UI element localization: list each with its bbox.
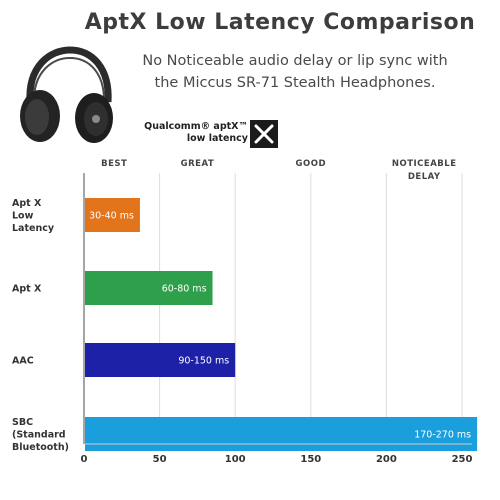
aptx-logo-line-1: Qualcomm® aptX™ bbox=[144, 121, 248, 132]
bar-label: 170-270 ms bbox=[414, 430, 471, 441]
zone-label: NOTICEABLE bbox=[392, 159, 457, 169]
headphones-icon bbox=[10, 44, 118, 148]
category-label: Apt X bbox=[12, 284, 42, 295]
bar-label: 30-40 ms bbox=[89, 211, 134, 222]
latency-chart: BEST GREAT GOOD NOTICEABLE DELAY 30-40 ms Apt … bbox=[12, 159, 478, 465]
x-tick-label: 250 bbox=[452, 454, 473, 465]
category-label: Low bbox=[12, 211, 34, 222]
category-label: (Standard bbox=[12, 430, 66, 441]
aptx-x-icon bbox=[250, 120, 278, 148]
subtitle-line-2: the Miccus SR-71 Stealth Headphones. bbox=[154, 75, 436, 91]
aptx-logo-line-2: low latency bbox=[186, 133, 248, 144]
x-tick-label: 100 bbox=[225, 454, 246, 465]
bar-label: 90-150 ms bbox=[178, 356, 229, 367]
zone-label: DELAY bbox=[408, 172, 441, 182]
bar bbox=[85, 343, 236, 377]
subtitle: No Noticeable audio delay or lip sync wi… bbox=[110, 50, 480, 94]
bar-label: 60-80 ms bbox=[162, 284, 207, 295]
page-title: AptX Low Latency Comparison bbox=[84, 10, 476, 35]
zone-label: GREAT bbox=[181, 159, 215, 169]
zone-label: BEST bbox=[101, 159, 127, 169]
x-tick-label: 0 bbox=[81, 454, 88, 465]
zone-label: GOOD bbox=[296, 159, 326, 169]
category-label: SBC bbox=[12, 417, 33, 428]
category-label: AAC bbox=[12, 356, 34, 367]
category-label: Bluetooth) bbox=[12, 442, 69, 453]
x-tick-label: 200 bbox=[376, 454, 397, 465]
x-tick-label: 50 bbox=[153, 454, 167, 465]
category-label: Latency bbox=[12, 223, 55, 234]
bar bbox=[85, 271, 213, 305]
aptx-logo: Qualcomm® aptX™ low latency bbox=[124, 120, 304, 154]
bar bbox=[85, 417, 478, 451]
x-tick-label: 150 bbox=[300, 454, 321, 465]
bar bbox=[85, 198, 140, 232]
subtitle-line-1: No Noticeable audio delay or lip sync wi… bbox=[142, 53, 448, 69]
category-label: Apt X bbox=[12, 198, 42, 209]
